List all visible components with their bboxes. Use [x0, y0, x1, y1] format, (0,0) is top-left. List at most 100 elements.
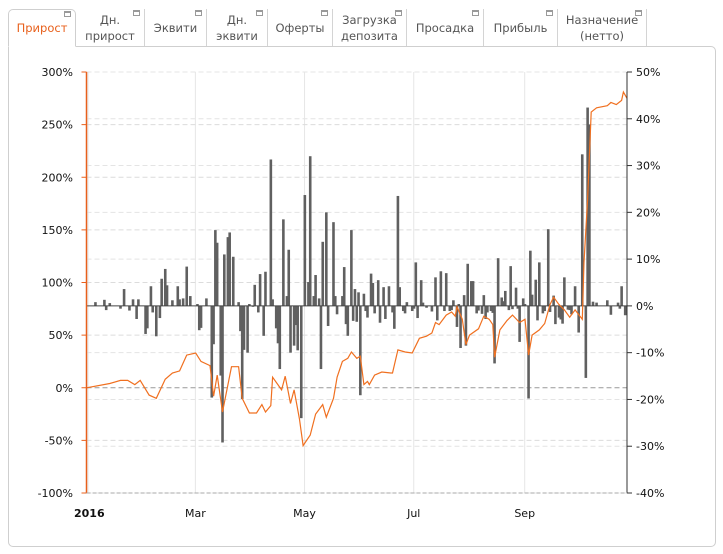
daily-bar [308, 156, 312, 306]
daily-bar [455, 305, 459, 327]
daily-bar [257, 305, 260, 313]
daily-bar [285, 296, 289, 306]
tab-0[interactable]: Прирост [8, 9, 76, 47]
daily-bar [223, 254, 226, 306]
daily-bar [459, 305, 462, 348]
left-tick-label: 0% [56, 382, 73, 395]
tab-8[interactable]: Назначение (нетто) [558, 9, 647, 46]
daily-bar [262, 305, 265, 336]
daily-bar [482, 295, 486, 306]
daily-bar [448, 305, 452, 312]
tab-6[interactable]: Просадка [407, 9, 484, 46]
daily-bar [226, 237, 230, 306]
daily-bar [344, 305, 348, 325]
daily-bar [444, 273, 448, 306]
tab-3[interactable]: Дн. эквити [207, 9, 268, 46]
daily-bar [425, 305, 428, 308]
window-icon[interactable] [321, 10, 328, 16]
daily-bar [577, 305, 580, 333]
tab-label: Прирост [16, 21, 68, 35]
daily-bar [239, 305, 242, 332]
tab-7[interactable]: Прибыль [484, 9, 558, 46]
tab-1[interactable]: Дн. прирост [76, 9, 145, 46]
daily-bar [307, 282, 310, 306]
daily-bar [484, 305, 487, 319]
window-icon[interactable] [546, 10, 553, 16]
growth-line [86, 90, 628, 448]
left-tick-label: 300% [42, 66, 73, 79]
daily-bar [443, 305, 446, 312]
x-tick-label: Jul [406, 507, 420, 520]
daily-bar [493, 305, 496, 364]
daily-bar [439, 271, 443, 306]
window-icon[interactable] [472, 10, 479, 16]
daily-bar [561, 305, 564, 324]
daily-bar [584, 305, 588, 378]
tab-5[interactable]: Загрузка депозита [333, 9, 407, 46]
daily-bar [215, 242, 219, 306]
window-icon[interactable] [133, 10, 140, 16]
left-tick-label: 250% [42, 119, 73, 132]
daily-bar [543, 305, 546, 312]
daily-bar [359, 305, 362, 396]
x-tick-label: May [293, 507, 316, 520]
window-icon[interactable] [195, 10, 202, 16]
daily-bar [319, 305, 323, 370]
daily-bar [346, 305, 350, 336]
daily-bar [391, 305, 394, 313]
daily-bar [342, 267, 346, 306]
daily-bar [595, 302, 598, 306]
daily-bar [480, 305, 484, 314]
daily-bar [364, 305, 367, 312]
daily-bar [185, 266, 189, 306]
daily-bar [552, 295, 555, 306]
daily-bar [151, 305, 155, 313]
daily-bar [287, 249, 291, 306]
daily-bar [466, 263, 470, 306]
daily-bar [196, 304, 199, 306]
daily-bar [477, 305, 480, 311]
daily-bar [276, 305, 280, 344]
daily-bar [529, 250, 532, 306]
daily-bar [419, 280, 423, 306]
daily-bar [357, 292, 360, 306]
daily-bar [491, 305, 495, 313]
daily-bar [516, 305, 520, 309]
daily-bar [496, 258, 500, 306]
daily-bar [606, 300, 609, 306]
daily-bar [469, 281, 473, 306]
tab-4[interactable]: Оферты [268, 9, 333, 46]
daily-bar [160, 278, 163, 306]
daily-bar [214, 230, 217, 306]
daily-bar [264, 271, 267, 306]
daily-bar [568, 305, 572, 311]
window-icon[interactable] [64, 11, 71, 17]
tab-2[interactable]: Эквити [145, 9, 207, 46]
daily-bar [457, 304, 461, 306]
daily-bar [137, 299, 140, 306]
daily-bar [371, 282, 375, 306]
window-icon[interactable] [635, 10, 642, 16]
daily-bar [421, 302, 425, 306]
daily-bar [554, 305, 557, 325]
daily-bar [246, 305, 249, 353]
daily-bar [452, 300, 455, 306]
daily-bar [416, 305, 419, 319]
right-tick-label: 0% [636, 300, 653, 313]
daily-bar [158, 305, 162, 319]
tab-label: Прибыль [493, 20, 548, 35]
daily-bar [258, 274, 262, 306]
daily-bar [278, 305, 282, 370]
daily-bar [620, 286, 623, 306]
window-icon[interactable] [395, 10, 402, 16]
window-icon[interactable] [256, 10, 263, 16]
daily-bar [219, 305, 223, 376]
daily-bar [511, 305, 514, 310]
daily-bar [563, 277, 566, 306]
daily-bar [500, 297, 504, 306]
daily-bar [486, 305, 489, 313]
daily-bar [189, 296, 192, 306]
daily-bar [435, 305, 439, 321]
daily-bar [326, 305, 330, 327]
daily-bar [353, 289, 357, 306]
